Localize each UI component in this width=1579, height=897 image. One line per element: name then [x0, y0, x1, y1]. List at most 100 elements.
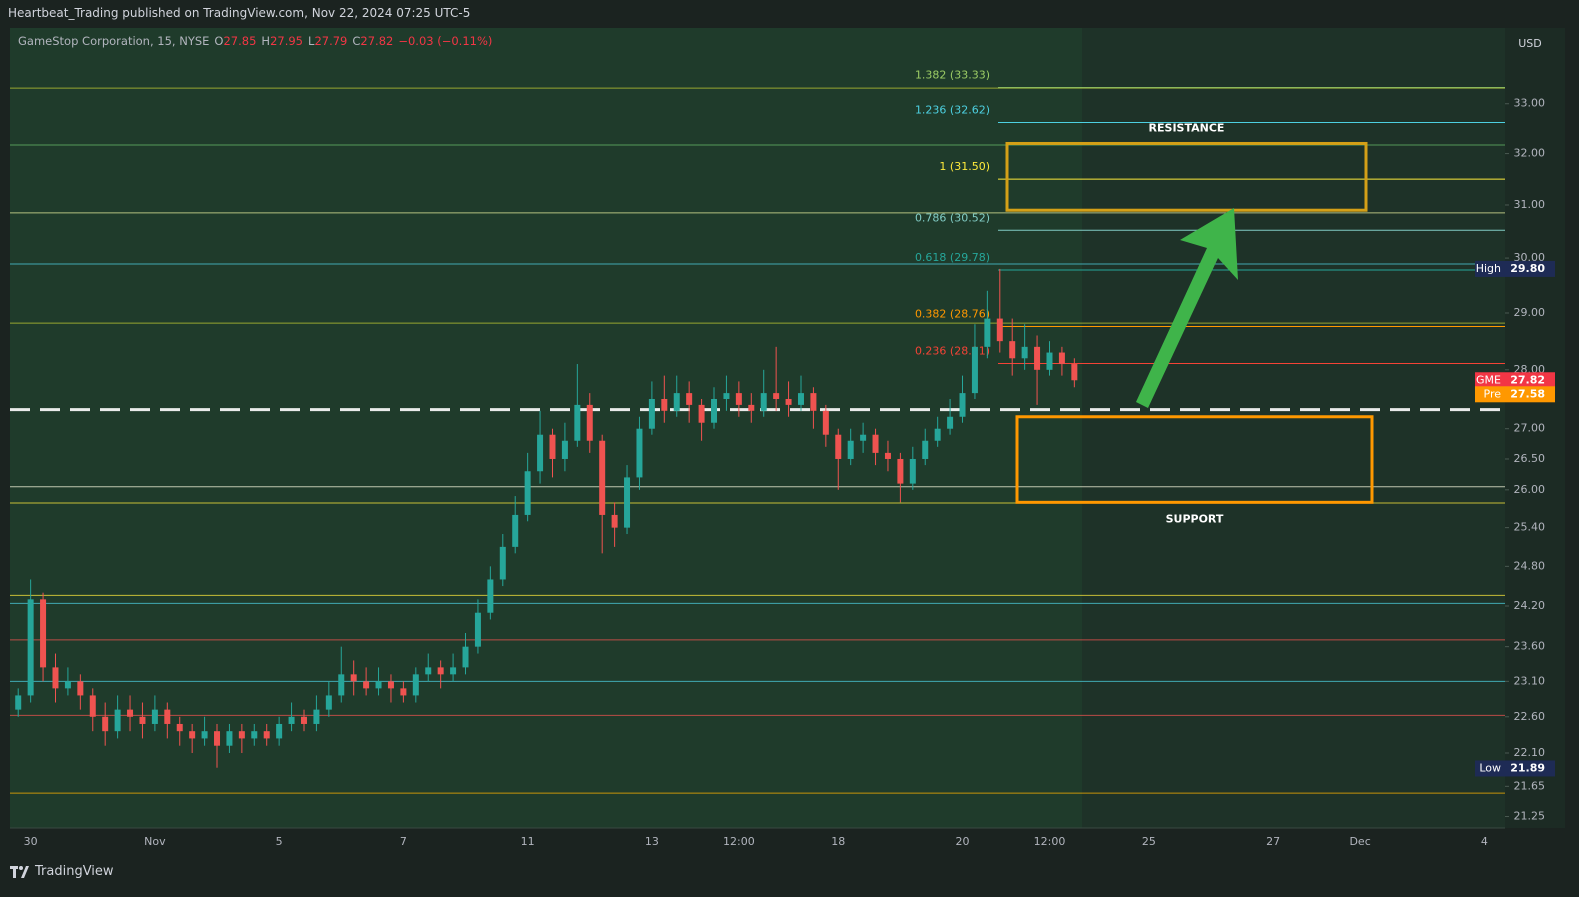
y-tick-label: 22.10	[1514, 746, 1546, 759]
candle-body	[561, 440, 568, 459]
ohlc-key: C	[352, 34, 361, 48]
candle-body	[164, 709, 171, 724]
candle-body	[512, 514, 519, 547]
candle-body	[300, 716, 307, 724]
x-tick-label: 30	[24, 835, 38, 848]
candle-body	[151, 709, 158, 724]
candle-body	[760, 393, 767, 411]
zone-box	[1015, 415, 1374, 504]
candle-body	[822, 410, 829, 435]
candle-body	[226, 731, 233, 746]
candle-body	[350, 674, 357, 682]
ohlc: H27.95	[261, 34, 303, 48]
y-tick-label: 32.00	[1514, 147, 1546, 160]
x-tick-label: 25	[1142, 835, 1156, 848]
x-tick-label: 7	[400, 835, 407, 848]
logo	[10, 865, 29, 878]
fib-label: 0.236 (28.11)	[915, 344, 990, 357]
y-tick-label: 31.00	[1514, 198, 1546, 211]
y-tick-label: 26.50	[1514, 452, 1546, 465]
session-shade	[10, 28, 1082, 828]
x-tick-label: 13	[645, 835, 659, 848]
x-tick-label: 18	[831, 835, 845, 848]
candle-body	[238, 731, 245, 739]
candle-body	[586, 404, 593, 441]
candle-body	[611, 514, 618, 528]
candle-body	[387, 681, 394, 689]
candle-body	[325, 695, 332, 710]
badge-name: High	[1476, 262, 1501, 275]
candle-body	[549, 434, 556, 459]
candle-body	[698, 404, 705, 423]
fib-label: 0.618 (29.78)	[915, 251, 990, 264]
candle-body	[835, 434, 842, 459]
candle-body	[1071, 364, 1078, 381]
candle-body	[773, 393, 780, 399]
candle-body	[1034, 346, 1041, 370]
x-tick-label: Nov	[144, 835, 166, 848]
candle-body	[1021, 346, 1028, 359]
candle-body	[288, 716, 295, 724]
fib-label: 0.786 (30.52)	[915, 211, 990, 224]
x-tick-label: 12:00	[723, 835, 755, 848]
candle-body	[624, 477, 631, 528]
candle-body	[127, 709, 134, 717]
candle-body	[338, 674, 345, 696]
candle-body	[176, 723, 183, 732]
arrow-up	[1136, 208, 1238, 408]
ohlc-value: 27.82	[360, 34, 394, 48]
candle-body	[89, 695, 96, 717]
candle-body	[959, 393, 966, 417]
candle-body	[735, 393, 742, 405]
candle-body	[599, 440, 606, 515]
candle-body	[474, 612, 481, 647]
fib-label: 0.382 (28.76)	[915, 307, 990, 320]
x-tick-label: 11	[521, 835, 535, 848]
candle-body	[450, 667, 457, 675]
price-badge	[1475, 372, 1555, 389]
candle-body	[1058, 352, 1065, 365]
badge-name: GME	[1476, 373, 1501, 386]
candle-body	[984, 318, 991, 347]
candle-body	[872, 434, 879, 453]
candle-body	[909, 458, 916, 484]
candle-body	[27, 599, 34, 696]
x-tick-label: 5	[276, 835, 283, 848]
ohlc-key: O	[214, 34, 224, 48]
candle-body	[1009, 341, 1016, 359]
badge-name: Pre	[1484, 387, 1502, 400]
candle-body	[412, 674, 419, 696]
ohlc: O27.85	[214, 34, 256, 48]
candle-body	[375, 681, 382, 689]
candle-body	[77, 681, 84, 696]
badge-value: 27.82	[1510, 373, 1545, 386]
brand: TradingView	[35, 864, 114, 879]
candle-body	[114, 709, 121, 732]
y-tick-label: 23.10	[1514, 674, 1546, 687]
plot-layer: 33.0032.0031.0030.0029.0028.0027.0026.50…	[10, 69, 1555, 848]
symbol-legend: GameStop Corporation, 15, NYSE O27.85 H2…	[18, 34, 492, 48]
x-tick-label: 20	[956, 835, 970, 848]
badge-value: 27.58	[1510, 387, 1545, 400]
candle-body	[524, 471, 531, 515]
badge-name: Low	[1479, 761, 1501, 774]
y-tick-label: 24.80	[1514, 559, 1546, 572]
change: −0.03 (−0.11%)	[398, 34, 493, 48]
candle-body	[276, 723, 283, 739]
y-tick-label: 33.00	[1514, 97, 1546, 110]
candle-body	[922, 440, 929, 459]
price-axis	[1505, 28, 1565, 828]
candle-body	[437, 667, 444, 675]
y-tick-label: 26.00	[1514, 483, 1546, 496]
price-badge	[1475, 386, 1555, 403]
badge-value: 21.89	[1510, 761, 1545, 774]
candle-body	[462, 646, 469, 668]
y-tick-label: 25.40	[1514, 521, 1546, 534]
candle-body	[313, 709, 320, 724]
currency-label: USD	[1518, 37, 1542, 50]
candle-body	[636, 428, 643, 478]
zone-label: RESISTANCE	[1149, 121, 1225, 134]
candle-body	[673, 393, 680, 411]
candle-body	[251, 731, 258, 739]
